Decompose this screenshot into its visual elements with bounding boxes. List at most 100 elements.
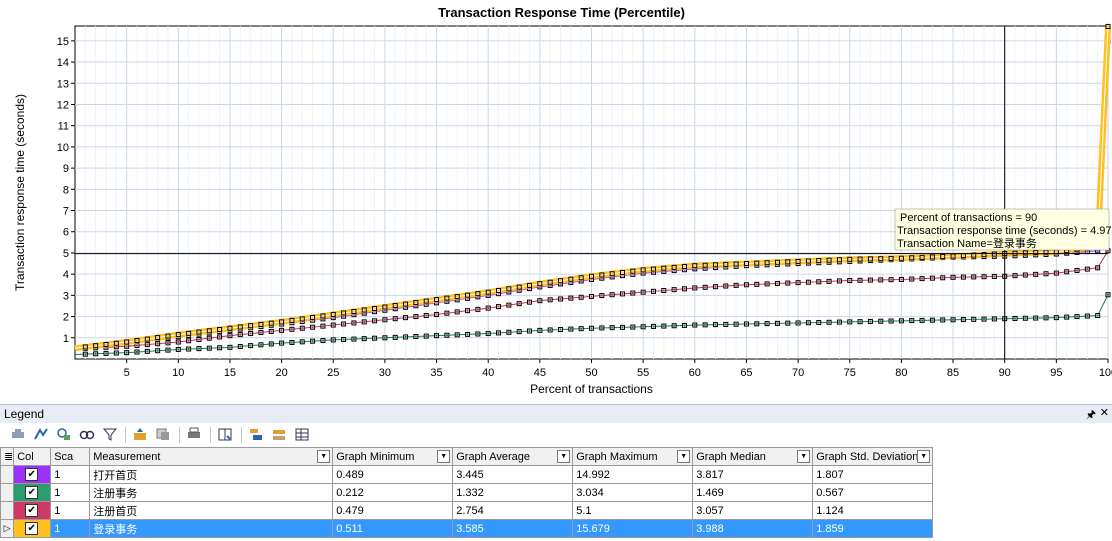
legend-row[interactable]: ✔ 1 打开首页 0.489 3.445 14.992 3.817 1.807: [0, 465, 934, 484]
chart-area[interactable]: Transaction Response Time (Percentile) 5 1…: [0, 0, 1112, 402]
filter-dropdown-icon[interactable]: ▼: [917, 450, 931, 463]
data-point-fill: [1086, 250, 1089, 253]
group-icon[interactable]: [248, 427, 264, 442]
header-label: Graph Average: [456, 450, 531, 463]
measurement-options-icon[interactable]: [56, 427, 72, 442]
x-tick-label: 100: [1099, 367, 1112, 379]
show-graph-icon[interactable]: [10, 427, 26, 442]
data-point-fill: [528, 330, 531, 333]
column-header-median[interactable]: Graph Median ▼: [692, 447, 814, 466]
data-point-fill: [363, 312, 366, 315]
data-point-fill: [187, 339, 190, 342]
data-point-fill: [683, 324, 686, 327]
y-tick-label: 11: [58, 121, 69, 133]
data-point-fill: [156, 342, 159, 345]
column-header-color[interactable]: Col: [13, 447, 52, 466]
filter-dropdown-icon[interactable]: ▼: [797, 450, 811, 463]
data-point-fill: [383, 309, 386, 312]
color-swatch: ✔: [14, 520, 50, 537]
data-point-fill: [549, 281, 552, 284]
data-point-fill: [683, 287, 686, 290]
copy-icon[interactable]: [155, 427, 171, 442]
color-cell[interactable]: ✔: [13, 465, 52, 484]
data-point-fill: [621, 292, 624, 295]
data-point-fill: [580, 296, 583, 299]
filter-dropdown-icon[interactable]: ▼: [677, 450, 691, 463]
y-tick-label: 5: [63, 248, 69, 260]
legend-row[interactable]: ▷ ✔ 1 登录事务 0.511 3.585 15.679 3.988 1.859: [0, 519, 934, 538]
data-point-fill: [1096, 266, 1099, 269]
ungroup-icon[interactable]: [271, 427, 287, 442]
data-point-fill: [962, 318, 965, 321]
filter-dropdown-icon[interactable]: ▼: [437, 450, 451, 463]
column-header-average[interactable]: Graph Average ▼: [452, 447, 574, 466]
legend-row[interactable]: ✔ 1 注册事务 0.212 1.332 3.034 1.469 0.567: [0, 483, 934, 502]
data-point-fill: [249, 324, 252, 327]
data-point-fill: [332, 324, 335, 327]
color-cell[interactable]: ✔: [13, 483, 52, 502]
color-cell[interactable]: ✔: [13, 501, 52, 520]
series-line: [74, 250, 1109, 350]
data-point-fill: [848, 258, 851, 261]
data-point-fill: [869, 279, 872, 282]
data-point-fill: [311, 316, 314, 319]
row-selector-header[interactable]: ≣: [0, 447, 15, 466]
column-header-scale[interactable]: Sca: [50, 447, 91, 466]
data-point-fill: [1107, 293, 1109, 296]
average-cell: 2.754: [452, 501, 574, 520]
tooltip: Percent of transactions = 90Transaction …: [894, 208, 1112, 251]
row-selector[interactable]: ▷: [0, 519, 15, 538]
print-icon[interactable]: [186, 427, 202, 442]
visibility-checkbox[interactable]: ✔: [25, 468, 39, 481]
data-point-fill: [394, 307, 397, 310]
row-selector[interactable]: [0, 501, 15, 520]
export-icon[interactable]: [132, 427, 148, 442]
average-cell: 3.585: [452, 519, 574, 538]
data-point-fill: [704, 323, 707, 326]
data-point-fill: [590, 295, 593, 298]
data-point-fill: [611, 275, 614, 278]
visibility-checkbox[interactable]: ✔: [25, 486, 39, 499]
data-point-fill: [683, 268, 686, 271]
column-header-measurement[interactable]: Measurement ▼: [89, 447, 334, 466]
filter-icon[interactable]: [102, 427, 118, 442]
pin-icon[interactable]: 🖈: [1085, 409, 1096, 421]
filter-dropdown-icon[interactable]: ▼: [557, 450, 571, 463]
data-point-fill: [569, 278, 572, 281]
data-point-fill: [84, 345, 87, 348]
table-view-icon[interactable]: [294, 427, 310, 442]
data-point-fill: [146, 350, 149, 353]
visibility-checkbox[interactable]: ✔: [25, 504, 39, 517]
column-header-maximum[interactable]: Graph Maximum ▼: [572, 447, 694, 466]
data-point-fill: [735, 323, 738, 326]
header-label: Graph Std. Deviation: [816, 450, 919, 463]
legend-toolbar: [0, 423, 1112, 447]
correlate-icon[interactable]: [79, 427, 95, 442]
data-point-fill: [228, 334, 231, 337]
data-point-fill: [528, 284, 531, 287]
data-point-fill: [435, 334, 438, 337]
data-point-fill: [476, 295, 479, 298]
data-point-fill: [538, 285, 541, 288]
data-point-fill: [559, 328, 562, 331]
filter-dropdown-icon[interactable]: ▼: [317, 450, 331, 463]
visibility-checkbox[interactable]: ✔: [25, 522, 39, 535]
data-point-fill: [1065, 249, 1068, 252]
legend-row[interactable]: ✔ 1 注册首页 0.479 2.754 5.1 3.057 1.124: [0, 501, 934, 520]
data-point-fill: [776, 261, 779, 264]
row-selector[interactable]: [0, 465, 15, 484]
columns-icon[interactable]: [217, 427, 233, 442]
color-cell[interactable]: ✔: [13, 519, 52, 538]
data-point-fill: [239, 345, 242, 348]
y-tick-label: 4: [63, 269, 69, 281]
column-header-std-deviation[interactable]: Graph Std. Deviation ▼: [812, 447, 934, 466]
configure-measurement-icon[interactable]: [33, 427, 49, 442]
column-header-minimum[interactable]: Graph Minimum ▼: [332, 447, 454, 466]
row-selector[interactable]: [0, 483, 15, 502]
data-point-fill: [611, 272, 614, 275]
close-icon[interactable]: ✕: [1099, 407, 1109, 419]
percentile-chart[interactable]: Transaction Response Time (Percentile) 5 1…: [0, 0, 1112, 402]
maximum-cell: 5.1: [572, 501, 694, 520]
data-point-fill: [208, 329, 211, 332]
median-cell: 1.469: [692, 483, 814, 502]
